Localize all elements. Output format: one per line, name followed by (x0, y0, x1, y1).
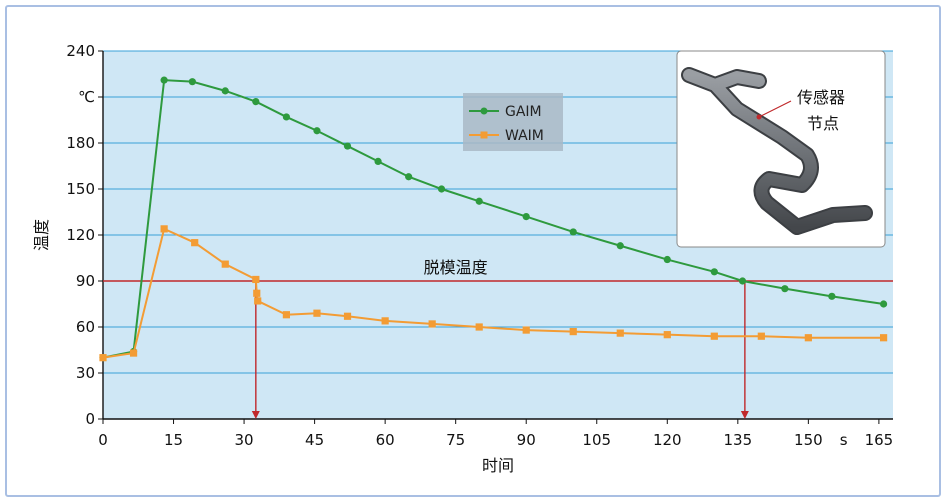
series-waim-point (710, 332, 718, 340)
marker-arrow-head (740, 411, 749, 419)
threshold-label: 脱模温度 (424, 258, 488, 277)
series-waim-point (282, 311, 290, 319)
y-tick-label: 90 (76, 272, 95, 290)
series-gaim-point (879, 300, 888, 308)
x-tick-label: 75 (446, 431, 465, 449)
series-gaim-point (522, 213, 530, 221)
sensor-node-marker (756, 114, 762, 120)
series-waim-point (253, 289, 261, 297)
x-tick-label: 135 (724, 431, 753, 449)
series-waim-point (569, 328, 577, 336)
series-gaim (99, 76, 888, 362)
temperature-chart: 0 15 30 45 60 75 90 105 120 135 150 165 0 30 60 90 120 1… (32, 42, 893, 475)
pipe-shape (681, 67, 873, 235)
y-tick-label: 180 (66, 134, 95, 152)
series-gaim-point (738, 277, 747, 285)
y-tick-labels: 0 30 60 90 120 150 180 240 (66, 42, 103, 428)
series-waim-point (254, 297, 262, 305)
series-gaim-point (374, 157, 382, 165)
series-gaim-point (405, 173, 413, 181)
y-tick-label: 240 (66, 42, 95, 60)
series-gaim-point (343, 142, 352, 150)
sensor-pointer (758, 100, 792, 118)
series-gaim-line (102, 79, 884, 359)
series-waim-point (428, 320, 436, 328)
series-waim-point (475, 323, 483, 331)
x-tick-label: 45 (305, 431, 324, 449)
x-tick-label: 120 (653, 431, 682, 449)
series-waim-point (191, 239, 199, 247)
x-tick-labels: 0 15 30 45 60 75 90 105 120 135 150 165 (98, 419, 893, 449)
x-tick-label: 105 (582, 431, 611, 449)
series-gaim-point (282, 113, 290, 121)
inset-pipe-illustration: 传感器 节点 (676, 50, 886, 248)
y-tick-label: 30 (76, 364, 95, 382)
x-tick-label: 90 (517, 431, 536, 449)
series-waim-point (804, 334, 812, 342)
x-tick-label: 150 (794, 431, 823, 449)
series-waim (99, 225, 888, 362)
series-waim-point (663, 331, 671, 339)
legend-gaim-label: GAIM (505, 104, 542, 120)
series-waim-line (102, 227, 884, 359)
series-waim-point (522, 326, 530, 334)
series-gaim-point (828, 292, 836, 300)
series-gaim-point (569, 228, 577, 236)
series-gaim-point (437, 185, 446, 193)
y-tick-label: 150 (66, 180, 95, 198)
series-gaim-point (160, 76, 168, 84)
series-waim-point (879, 334, 888, 342)
x-tick-label: 165 (865, 431, 894, 449)
legend-box (463, 93, 563, 151)
series-waim-point (381, 317, 389, 325)
series-waim-point (343, 312, 352, 320)
y-tick-label: 60 (76, 318, 95, 336)
series-gaim-point (616, 242, 624, 250)
x-tick-label: 30 (235, 431, 254, 449)
y-tick-label: 0 (85, 410, 95, 428)
legend[interactable]: GAIM WAIM (463, 93, 563, 151)
x-tick-label: 60 (376, 431, 395, 449)
series-gaim-point (710, 268, 718, 276)
sensor-label-line-2: 节点 (807, 114, 839, 133)
series-waim-point (129, 349, 138, 357)
series-waim-point (757, 332, 765, 340)
series-waim-point (252, 275, 260, 284)
x-tick-label: 0 (98, 431, 108, 449)
series-waim-point (99, 354, 107, 362)
x-tick-label: 15 (164, 431, 183, 449)
series-layer (99, 76, 888, 362)
y-unit-label: ℃ (78, 88, 95, 106)
series-waim-point (313, 309, 321, 317)
series-gaim-point (663, 255, 671, 264)
y-axis-label: 温度 (32, 219, 51, 251)
legend-waim-label: WAIM (505, 128, 544, 144)
series-gaim-point (188, 78, 196, 86)
legend-gaim-marker (480, 107, 488, 115)
series-gaim-point (475, 197, 483, 205)
series-waim-point (616, 329, 624, 337)
x-axis-label: 时间 (482, 456, 514, 475)
legend-waim-marker (480, 131, 488, 139)
sensor-label-line-1: 传感器 (797, 88, 845, 107)
x-unit-label: s (840, 431, 848, 449)
series-waim-point (160, 225, 168, 233)
pipe-body (683, 69, 871, 233)
series-gaim-point (781, 285, 789, 293)
series-gaim-point (252, 98, 260, 106)
y-tick-label: 120 (66, 226, 95, 244)
series-gaim-point (221, 87, 229, 95)
marker-arrow-head (251, 411, 260, 419)
series-gaim-point (313, 127, 321, 135)
figure-frame: 0 15 30 45 60 75 90 105 120 135 150 165 0 30 60 90 120 1… (5, 5, 941, 497)
series-waim-point (221, 260, 229, 268)
